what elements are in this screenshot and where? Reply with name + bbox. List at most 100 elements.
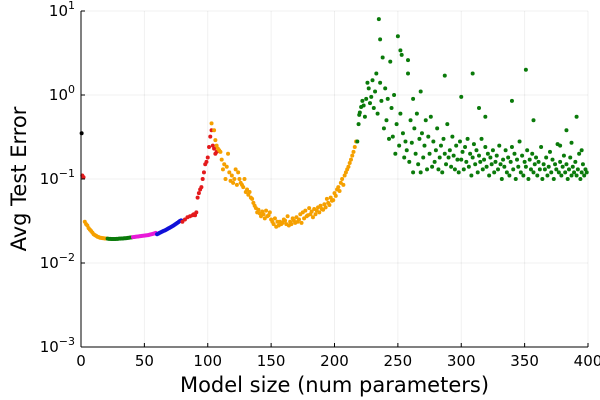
- data-point: [582, 173, 587, 178]
- data-point: [509, 98, 514, 103]
- data-point: [569, 173, 574, 178]
- data-point: [373, 89, 378, 94]
- x-tick-label: 50: [135, 352, 154, 370]
- data-point: [310, 215, 315, 220]
- data-point: [200, 177, 205, 181]
- data-point: [556, 170, 561, 175]
- data-point: [550, 157, 555, 162]
- data-point: [437, 155, 442, 160]
- data-point: [507, 173, 512, 178]
- x-tick-label: 0: [76, 352, 86, 370]
- data-point: [402, 155, 407, 160]
- data-point: [523, 164, 528, 169]
- data-point: [219, 157, 224, 162]
- data-point: [528, 167, 533, 172]
- data-point: [496, 167, 501, 172]
- data-point: [419, 131, 424, 136]
- data-point: [201, 170, 206, 175]
- data-point: [313, 212, 318, 217]
- data-point: [369, 94, 374, 99]
- data-point: [459, 94, 464, 99]
- data-point: [418, 170, 423, 175]
- data-point: [327, 203, 332, 208]
- data-point: [406, 71, 411, 76]
- data-point: [444, 162, 449, 167]
- data-point: [579, 148, 584, 153]
- data-point: [553, 162, 558, 167]
- data-point: [534, 155, 539, 160]
- data-point: [210, 143, 215, 148]
- data-point: [414, 111, 419, 116]
- data-point: [342, 173, 347, 178]
- data-point: [477, 153, 481, 158]
- data-point: [451, 153, 456, 158]
- data-point: [513, 177, 518, 181]
- data-point: [204, 159, 209, 164]
- data-point: [379, 98, 384, 103]
- data-point: [512, 151, 517, 156]
- data-points: [79, 17, 589, 242]
- data-point: [450, 134, 455, 139]
- data-point: [523, 67, 528, 72]
- data-point: [317, 210, 322, 215]
- data-point: [407, 159, 412, 164]
- x-axis-title: Model size (num parameters): [180, 373, 489, 397]
- data-point: [362, 114, 367, 119]
- data-point: [483, 145, 488, 150]
- data-point: [367, 101, 372, 106]
- data-point: [470, 155, 475, 160]
- data-point: [272, 216, 277, 221]
- grid: [80, 10, 589, 348]
- data-point: [449, 164, 454, 169]
- data-point: [518, 170, 523, 175]
- data-point: [376, 17, 381, 22]
- data-point: [506, 155, 511, 160]
- data-point: [516, 164, 521, 169]
- data-point: [397, 143, 402, 148]
- data-point: [566, 167, 571, 172]
- data-point: [226, 151, 231, 156]
- data-point: [457, 139, 462, 144]
- data-point: [499, 177, 504, 181]
- data-point: [438, 143, 443, 148]
- data-point: [530, 151, 535, 156]
- data-point: [245, 187, 250, 192]
- data-point: [531, 170, 536, 175]
- data-point: [364, 96, 369, 101]
- data-point: [560, 164, 565, 169]
- data-point: [289, 222, 294, 227]
- data-point: [575, 167, 580, 172]
- data-point: [564, 128, 569, 133]
- data-point: [247, 190, 252, 195]
- data-point: [412, 126, 417, 131]
- y-tick-label: 101: [49, 0, 75, 20]
- data-point: [455, 157, 460, 162]
- data-point: [324, 196, 329, 201]
- data-point: [488, 155, 493, 160]
- data-point: [460, 149, 465, 154]
- data-point: [521, 173, 526, 178]
- data-point: [417, 136, 422, 141]
- data-point: [393, 151, 398, 156]
- data-point: [408, 118, 413, 123]
- data-point: [411, 170, 416, 175]
- data-point: [542, 167, 547, 172]
- y-tick-label: 10−2: [40, 251, 75, 272]
- data-point: [398, 111, 403, 116]
- data-point: [442, 73, 447, 78]
- data-point: [261, 212, 266, 217]
- data-point: [435, 126, 440, 131]
- data-point: [194, 210, 199, 215]
- data-point: [536, 159, 541, 164]
- data-point: [509, 145, 514, 150]
- y-tick-label: 100: [49, 83, 75, 104]
- data-point: [250, 196, 255, 201]
- data-point: [482, 157, 487, 162]
- data-point: [559, 173, 564, 178]
- data-point: [403, 139, 408, 144]
- axes: [80, 10, 589, 348]
- data-point: [558, 143, 563, 148]
- data-point: [400, 131, 405, 136]
- data-point: [461, 167, 466, 172]
- data-point: [271, 222, 276, 227]
